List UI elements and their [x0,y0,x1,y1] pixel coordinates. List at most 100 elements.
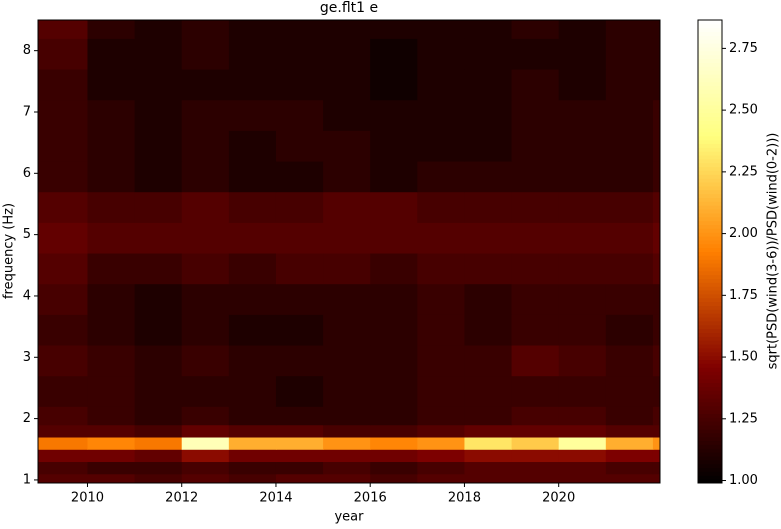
heatmap-cell [605,99,654,131]
heatmap-cell [134,406,183,426]
colorbar-tick-label: 1.25 [729,411,758,426]
heatmap-cell [134,253,183,285]
heatmap-cell [511,424,560,438]
y-tick-label: 6 [23,166,31,181]
heatmap-cell [652,424,661,438]
heatmap-cell [87,69,136,101]
colorbar-step [698,301,722,307]
heatmap-cell [38,375,88,407]
colorbar-step [698,31,722,36]
chart-title: ge.flt1 e [320,0,378,16]
heatmap-cell [228,283,277,315]
heatmap-cell [605,424,654,438]
heatmap-cell [323,461,371,475]
colorbar-step [698,297,722,303]
colorbar-step [698,54,722,60]
heatmap-cell [370,20,418,39]
heatmap-cell [370,38,418,70]
heatmap-cell [228,69,277,101]
heatmap-cell [181,130,230,162]
heatmap-cell [228,20,277,39]
heatmap-cell [605,161,654,193]
heatmap-cell [275,222,324,254]
colorbar-step [698,290,722,295]
heatmap-cell [511,375,560,407]
colorbar-step [698,236,722,241]
colorbar-label: sqrt(PSD(wind(3-6))/PSD(wind(0-2))) [766,133,781,370]
heatmap-cell [652,20,661,39]
heatmap-cell [558,191,607,223]
heatmap-cell [605,20,654,39]
colorbar-step [698,344,722,349]
heatmap-cell [370,130,418,162]
heatmap-cell [38,424,88,438]
colorbar-step [698,428,722,434]
heatmap-cell [38,38,88,70]
heatmap-cell [464,161,513,193]
heatmap-cell [87,473,136,484]
heatmap-cell [558,406,607,426]
heatmap-cell [228,345,277,377]
heatmap-cell [228,130,277,162]
heatmap-cell [38,191,88,223]
heatmap-cell [558,69,607,101]
colorbar-step [698,93,722,98]
heatmap-cell [652,191,661,223]
heatmap-cell [275,191,324,223]
heatmap-cell [323,473,371,484]
heatmap-cell [38,449,88,463]
colorbar-step [698,359,722,364]
heatmap-cell [181,345,230,377]
heatmap-cell [134,437,183,450]
heatmap-cell [511,449,560,463]
colorbar-step [698,228,722,233]
colorbar-step [698,247,722,252]
heatmap-cell [38,406,88,426]
heatmap-cell [181,99,230,131]
y-tick-label: 5 [23,227,31,242]
colorbar-step [698,155,722,160]
heatmap-cell [605,449,654,463]
heatmap-cell [228,406,277,426]
colorbar-step [698,128,722,133]
heatmap-cell [275,130,324,162]
heatmap-cell [181,69,230,101]
colorbar-step [698,371,722,376]
colorbar-step [698,182,722,187]
heatmap-cell [134,130,183,162]
heatmap-cell [87,222,136,254]
colorbar-step [698,363,722,368]
heatmap-cell [181,437,230,450]
colorbar-step [698,139,722,144]
heatmap-cell [464,38,513,70]
heatmap-cell [558,461,607,475]
heatmap-cell [87,253,136,285]
colorbar-step [698,421,722,426]
colorbar-step [698,425,722,430]
heatmap-cell [370,345,418,377]
heatmap-cell [605,345,654,377]
colorbar-step [698,209,722,214]
heatmap-cell [605,375,654,407]
heatmap-cell [652,375,661,407]
heatmap-cell [228,38,277,70]
heatmap-cell [558,314,607,346]
heatmap-cell [558,130,607,162]
heatmap-cell [323,253,371,285]
heatmap-cell [323,449,371,463]
heatmap-cell [511,38,560,70]
heatmap-cell [652,314,661,346]
heatmap-cell [87,461,136,475]
heatmap-cell [417,283,465,315]
colorbar-frame [697,19,723,484]
heatmap-cell [134,461,183,475]
heatmap-cell [134,161,183,193]
heatmap-cell [605,437,654,450]
heatmap-cell [275,20,324,39]
colorbar-step [698,243,722,249]
heatmap-cell [323,437,371,450]
heatmap-cell [275,461,324,475]
heatmap-cell [181,473,230,484]
heatmap-cell [605,38,654,70]
heatmap-cell [181,191,230,223]
